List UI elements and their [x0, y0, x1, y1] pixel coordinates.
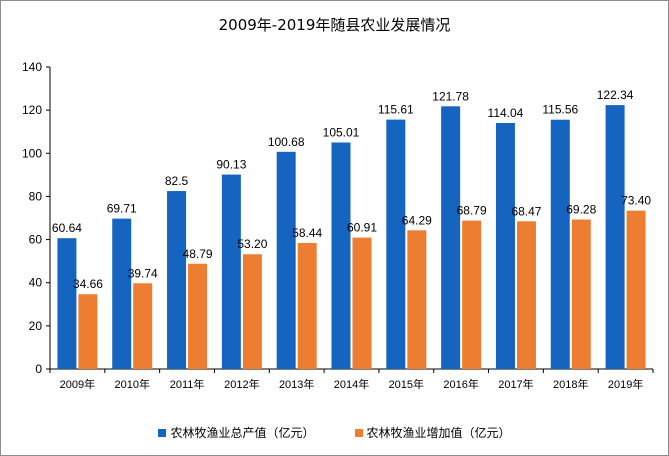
data-label-total-output: 121.78 — [432, 89, 469, 103]
bar-total-output — [221, 174, 241, 369]
data-label-total-output: 105.01 — [323, 125, 360, 139]
bar-total-output — [550, 119, 570, 369]
data-label-added-value: 34.66 — [73, 277, 103, 291]
legend: 农林牧渔业总产值（亿元） 农林牧渔业增加值（亿元） — [1, 424, 668, 441]
bar-added-value — [78, 294, 98, 369]
data-label-total-output: 60.64 — [52, 221, 82, 235]
y-tick-label: 100 — [22, 146, 42, 160]
bar-total-output — [276, 151, 296, 369]
x-tick-label: 2014年 — [334, 377, 369, 391]
bar-added-value — [297, 242, 317, 369]
x-tick-label: 2017年 — [498, 377, 533, 391]
y-tick-label: 20 — [29, 319, 43, 333]
legend-item-added-value: 农林牧渔业增加值（亿元） — [354, 424, 511, 441]
data-label-total-output: 115.61 — [378, 103, 414, 117]
x-tick-label: 2016年 — [443, 377, 478, 391]
bar-total-output — [331, 142, 351, 369]
legend-swatch-added-value — [354, 428, 363, 437]
x-tick-label: 2012年 — [224, 377, 259, 391]
x-tick-label: 2011年 — [170, 377, 205, 391]
y-tick-label: 140 — [22, 60, 42, 74]
bar-added-value — [516, 221, 536, 369]
legend-swatch-total-output — [158, 428, 167, 437]
data-label-added-value: 39.74 — [128, 266, 158, 280]
data-label-total-output: 82.5 — [165, 174, 189, 188]
bar-total-output — [167, 191, 187, 369]
x-tick-label: 2019年 — [608, 377, 643, 391]
bar-added-value — [462, 220, 482, 369]
bar-added-value — [188, 263, 208, 369]
bar-total-output — [386, 119, 406, 369]
y-tick-label: 120 — [22, 103, 42, 117]
data-label-added-value: 64.29 — [402, 213, 432, 227]
x-tick-label: 2018年 — [553, 377, 588, 391]
bar-total-output — [112, 218, 132, 369]
x-tick-label: 2009年 — [60, 377, 95, 391]
data-label-added-value: 69.28 — [566, 203, 596, 217]
data-label-added-value: 68.47 — [511, 204, 541, 218]
data-label-total-output: 114.04 — [488, 106, 524, 120]
bar-added-value — [242, 254, 262, 369]
bar-added-value — [407, 230, 427, 369]
bar-total-output — [57, 238, 77, 369]
x-tick-label: 2015年 — [389, 377, 424, 391]
data-label-total-output: 115.56 — [542, 103, 578, 117]
bar-added-value — [571, 219, 591, 369]
data-label-added-value: 68.79 — [457, 204, 487, 218]
bar-total-output — [441, 106, 461, 369]
bar-total-output — [605, 105, 625, 369]
legend-item-total-output: 农林牧渔业总产值（亿元） — [158, 424, 315, 441]
legend-label-total-output: 农林牧渔业总产值（亿元） — [170, 426, 315, 440]
y-tick-label: 40 — [29, 276, 43, 290]
y-tick-label: 0 — [35, 362, 42, 376]
y-tick-label: 60 — [29, 233, 43, 247]
x-tick-label: 2013年 — [279, 377, 314, 391]
bar-added-value — [352, 237, 372, 369]
data-label-total-output: 122.34 — [597, 88, 634, 102]
data-label-added-value: 48.79 — [183, 247, 213, 261]
data-label-added-value: 53.20 — [237, 237, 267, 251]
y-tick-label: 80 — [29, 189, 43, 203]
bar-chart: 0 20 40 60 80 100 120 140 2009年 2010年 2011年 2012年 20… — [22, 60, 654, 391]
bar-added-value — [626, 210, 646, 369]
data-label-total-output: 100.68 — [268, 135, 305, 149]
chart-title: 2009年-2019年随县农业发展情况 — [218, 16, 451, 34]
bar-total-output — [495, 122, 515, 370]
data-label-total-output: 90.13 — [216, 158, 246, 172]
x-tick-label: 2010年 — [114, 377, 149, 391]
bar-added-value — [133, 283, 153, 369]
legend-label-added-value: 农林牧渔业增加值（亿元） — [366, 426, 511, 440]
data-label-added-value: 58.44 — [292, 226, 322, 240]
data-label-added-value: 60.91 — [347, 221, 377, 235]
data-label-added-value: 73.40 — [621, 194, 651, 208]
data-label-total-output: 69.71 — [107, 202, 137, 216]
